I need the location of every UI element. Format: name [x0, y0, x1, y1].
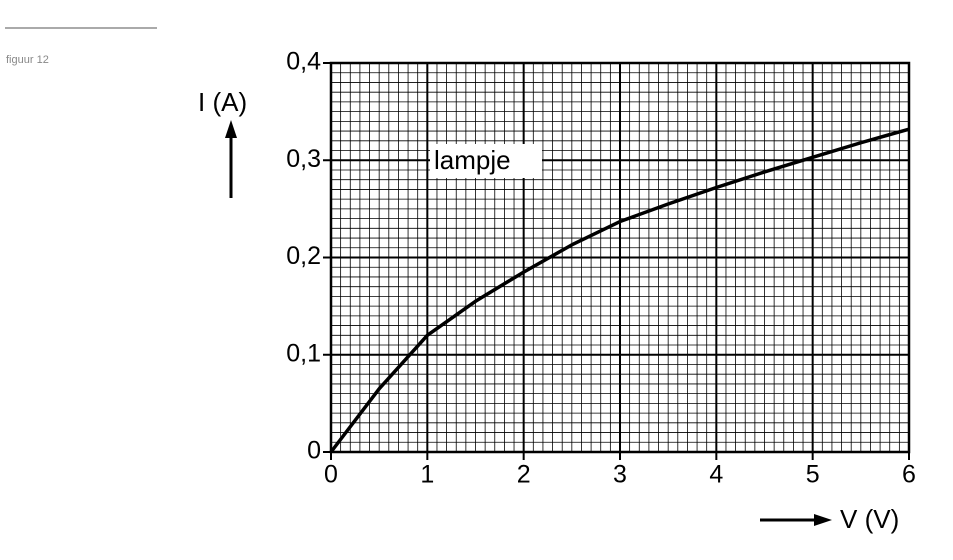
x-tick-label: 0: [324, 461, 338, 489]
x-tick-label: 3: [613, 461, 627, 489]
x-tick-label: 1: [420, 461, 434, 489]
x-arrow-head: [814, 514, 832, 526]
series-label-bg: [430, 144, 542, 178]
figure-label: figuur 12: [6, 54, 49, 66]
y-axis-label: I (A): [198, 87, 247, 117]
plot-frame: [329, 61, 911, 454]
data-line: [329, 127, 910, 454]
y-tick-label: 0,1: [286, 339, 321, 367]
y-tick-label: 0,2: [286, 242, 321, 270]
x-tick-label: 5: [806, 461, 820, 489]
y-tick-label: 0,3: [286, 145, 321, 173]
y-arrow-head: [225, 120, 237, 138]
y-tick-label: 0: [307, 437, 321, 465]
x-axis-label: V (V): [840, 504, 899, 534]
x-tick-label: 4: [709, 461, 723, 489]
y-tick-label: 0,4: [286, 48, 321, 76]
series-label: lampje: [434, 145, 511, 175]
x-tick-label: 6: [902, 461, 916, 489]
x-tick-label: 2: [517, 461, 531, 489]
